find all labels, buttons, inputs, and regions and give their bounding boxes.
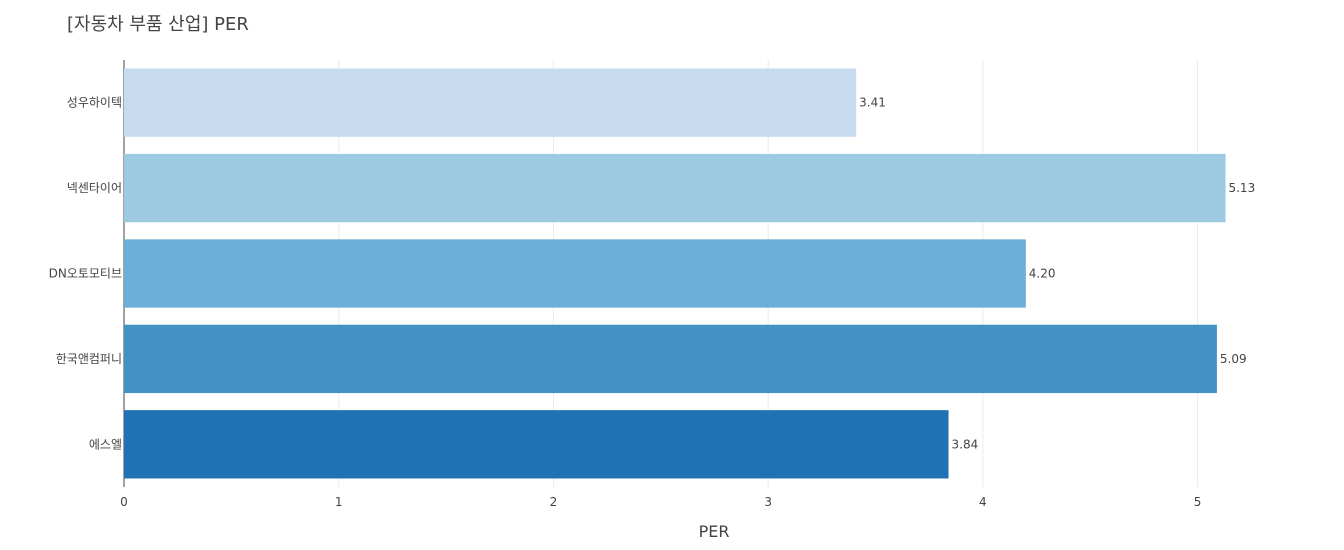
bars xyxy=(124,68,1226,479)
value-label-4: 5.09 xyxy=(1220,352,1247,366)
bar-1 xyxy=(124,68,857,137)
x-tick-label-1: 1 xyxy=(335,495,343,509)
x-tick-label-2: 2 xyxy=(550,495,558,509)
value-label-5: 3.84 xyxy=(952,437,979,451)
x-axis: 0 1 2 3 4 5 xyxy=(120,495,1201,509)
value-label-2: 5.13 xyxy=(1228,181,1255,195)
x-axis-title: PER xyxy=(699,522,730,541)
bar-3 xyxy=(124,239,1026,308)
bar-2 xyxy=(124,153,1226,223)
y-category-label-3: DN오토모티브 xyxy=(49,267,122,281)
y-category-label-1: 성우하이텍 xyxy=(67,96,122,110)
x-tick-label-3: 3 xyxy=(764,495,772,509)
x-tick-label-0: 0 xyxy=(120,495,128,509)
chart-title: [자동차 부품 산업] PER xyxy=(67,14,249,35)
bar-5 xyxy=(124,410,949,479)
value-labels: 3.41 5.13 4.20 5.09 3.84 xyxy=(859,96,1255,452)
x-tick-label-5: 5 xyxy=(1194,495,1202,509)
y-category-label-5: 에스엘 xyxy=(89,437,122,451)
bar-4 xyxy=(124,324,1217,394)
value-label-3: 4.20 xyxy=(1029,267,1056,281)
value-label-1: 3.41 xyxy=(859,96,886,110)
y-category-label-4: 한국앤컴퍼니 xyxy=(56,352,122,366)
x-tick-label-4: 4 xyxy=(979,495,987,509)
y-category-label-2: 넥센타이어 xyxy=(67,181,122,195)
